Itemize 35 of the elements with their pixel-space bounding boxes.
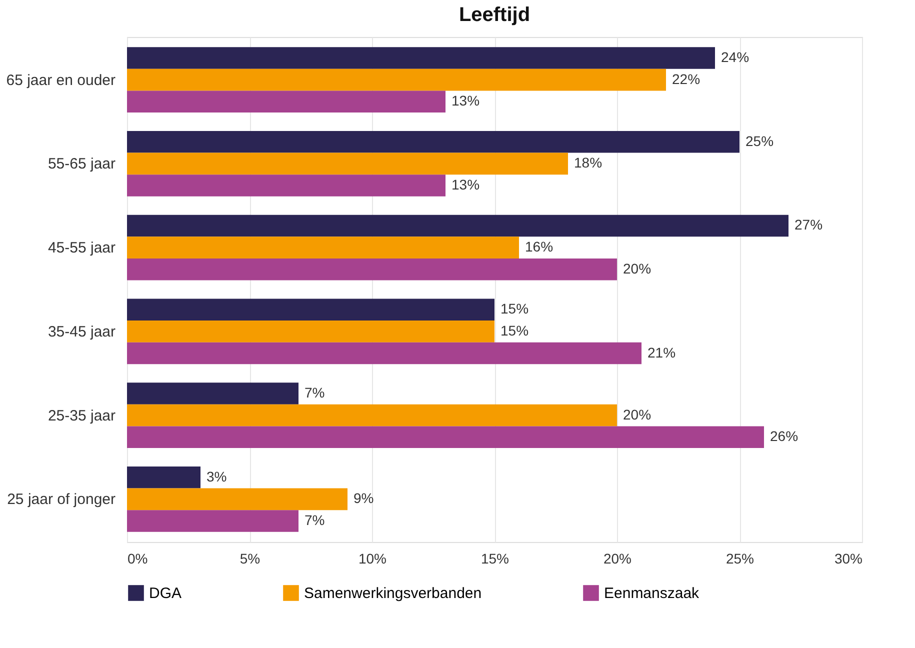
data-label: 15% [500,300,529,317]
data-label: 21% [648,344,676,360]
data-label: 13% [452,92,480,109]
x-tick-label: 30% [834,550,862,566]
x-tick-label: 10% [358,550,387,566]
y-tick-label: 45-55 jaar [48,240,116,257]
data-label: 7% [304,512,325,528]
data-label: 7% [304,384,325,401]
y-tick-label: 55-65 jaar [48,156,116,173]
legend-label: Samenwerkingsverbanden [304,585,482,602]
data-label: 27% [794,216,823,233]
data-label: 15% [500,322,529,338]
x-tick-label: 5% [240,550,260,566]
data-label: 20% [623,406,652,422]
x-tick-label: 0% [128,550,148,566]
chart-title: Leeftijd [458,4,530,26]
data-label: 13% [452,176,480,192]
data-label: 20% [623,260,652,276]
data-label: 26% [770,428,798,444]
legend-label: DGA [149,585,182,602]
y-tick-label: 25 jaar of jonger [7,491,116,508]
data-label: 24% [721,48,750,65]
y-tick-label: 25-35 jaar [48,407,116,424]
data-label: 22% [672,70,700,87]
x-tick-label: 25% [726,550,754,566]
y-tick-label: 65 jaar en ouder [6,72,116,89]
data-label: 18% [574,154,602,171]
data-label: 25% [746,132,774,149]
x-tick-label: 20% [603,550,632,566]
data-label: 3% [206,468,227,484]
data-label: 9% [354,490,374,506]
y-tick-label: 35-45 jaar [48,323,116,340]
data-label: 16% [525,238,554,255]
legend-label: Eenmanszaak [604,585,700,602]
x-tick-label: 15% [480,550,510,566]
